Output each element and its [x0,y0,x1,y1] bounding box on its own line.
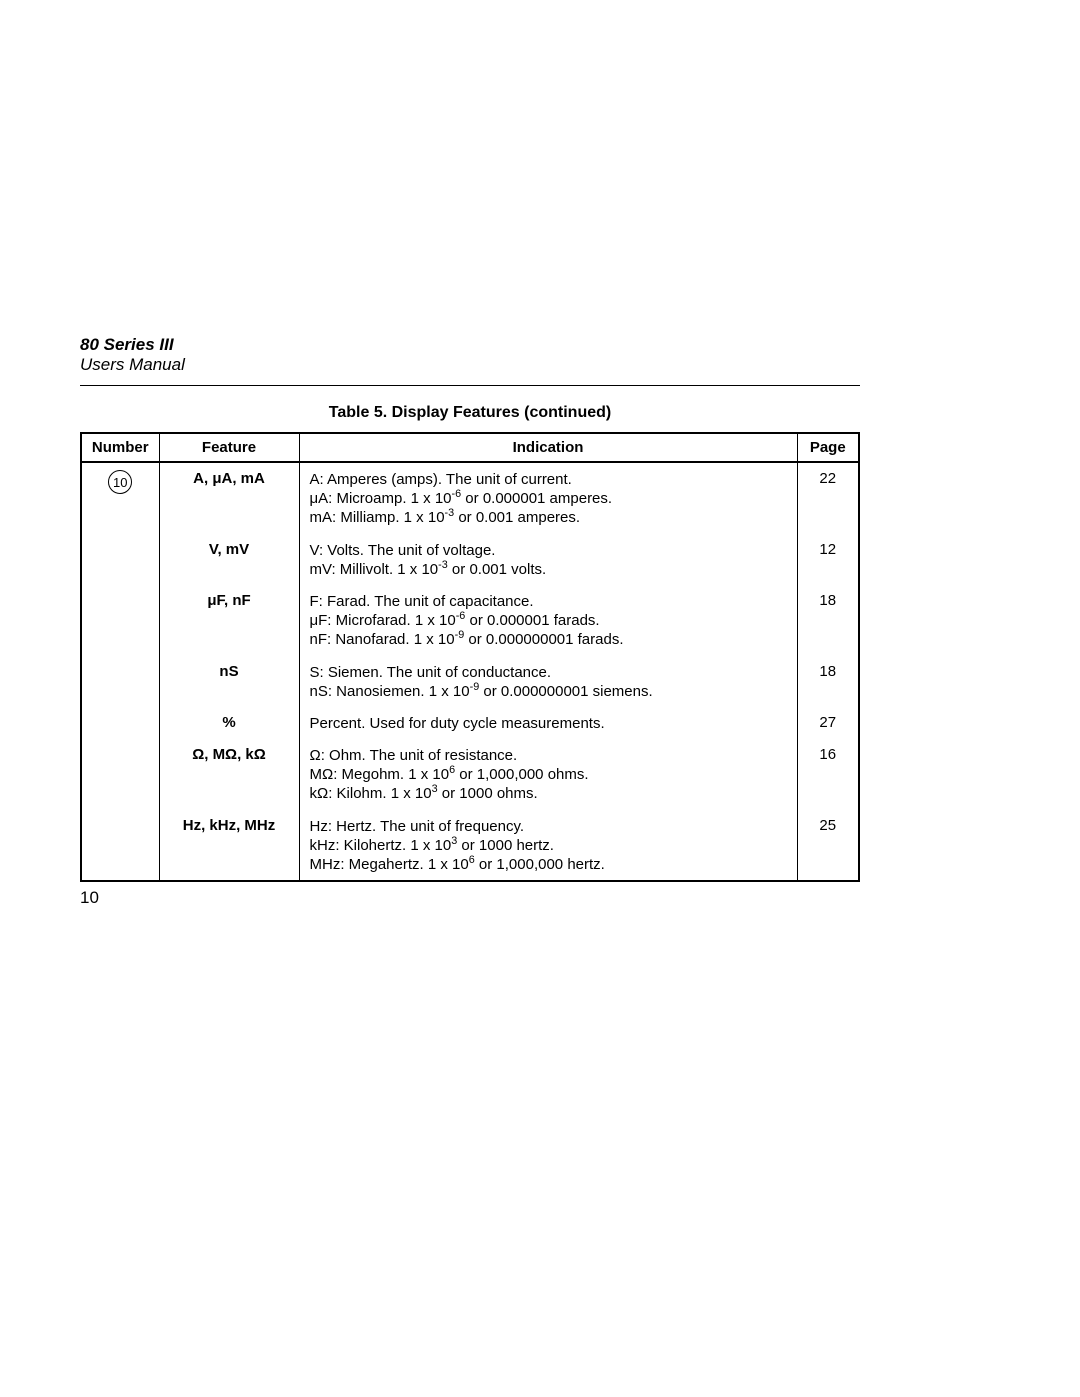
indication-cell: Ω: Ohm. The unit of resistance.MΩ: Megoh… [299,739,797,810]
page-cell: 16 [797,739,859,810]
feature-cell: Hz, kHz, MHz [159,810,299,882]
header-subtitle: Users Manual [80,355,185,375]
indication-cell: Hz: Hertz. The unit of frequency.kHz: Ki… [299,810,797,882]
feature-cell: V, mV [159,534,299,585]
table-row: Ω, MΩ, kΩΩ: Ohm. The unit of resistance.… [81,739,859,810]
page: 80 Series III Users Manual Table 5. Disp… [0,0,1080,1397]
header-title: 80 Series III [80,335,185,355]
page-cell: 12 [797,534,859,585]
header-rule [80,385,860,386]
number-cell [81,585,159,656]
feature-cell: nS [159,656,299,707]
col-header-page: Page [797,433,859,462]
table-row: μF, nFF: Farad. The unit of capacitance.… [81,585,859,656]
page-cell: 18 [797,656,859,707]
number-cell [81,810,159,882]
number-cell [81,534,159,585]
table-body: 10 A, μA, mAA: Amperes (amps). The unit o… [81,462,859,881]
table-caption: Table 5. Display Features (continued) [80,404,860,422]
number-cell: 10 [81,462,159,534]
feature-cell: A, μA, mA [159,462,299,534]
indication-cell: V: Volts. The unit of voltage.mV: Milliv… [299,534,797,585]
feature-cell: Ω, MΩ, kΩ [159,739,299,810]
page-cell: 25 [797,810,859,882]
feature-cell: % [159,707,299,739]
number-cell [81,707,159,739]
feature-cell: μF, nF [159,585,299,656]
table-row: V, mVV: Volts. The unit of voltage.mV: M… [81,534,859,585]
col-header-indication: Indication [299,433,797,462]
table-header-row: Number Feature Indication Page [81,433,859,462]
indication-cell: Percent. Used for duty cycle measurement… [299,707,797,739]
indication-cell: S: Siemen. The unit of conductance.nS: N… [299,656,797,707]
indication-cell: F: Farad. The unit of capacitance.μF: Mi… [299,585,797,656]
table-row: %Percent. Used for duty cycle measuremen… [81,707,859,739]
table-row: 10 A, μA, mAA: Amperes (amps). The unit o… [81,462,859,534]
page-cell: 18 [797,585,859,656]
page-header: 80 Series III Users Manual [80,335,185,375]
table-row: Hz, kHz, MHzHz: Hertz. The unit of frequ… [81,810,859,882]
circled-number-icon: 10 [108,470,132,494]
indication-cell: A: Amperes (amps). The unit of current.μ… [299,462,797,534]
number-cell [81,739,159,810]
page-cell: 27 [797,707,859,739]
table-row: nSS: Siemen. The unit of conductance.nS:… [81,656,859,707]
col-header-feature: Feature [159,433,299,462]
col-header-number: Number [81,433,159,462]
display-features-table: Number Feature Indication Page 10 A, μA, … [80,432,860,882]
number-cell [81,656,159,707]
page-number: 10 [80,888,99,908]
page-cell: 22 [797,462,859,534]
